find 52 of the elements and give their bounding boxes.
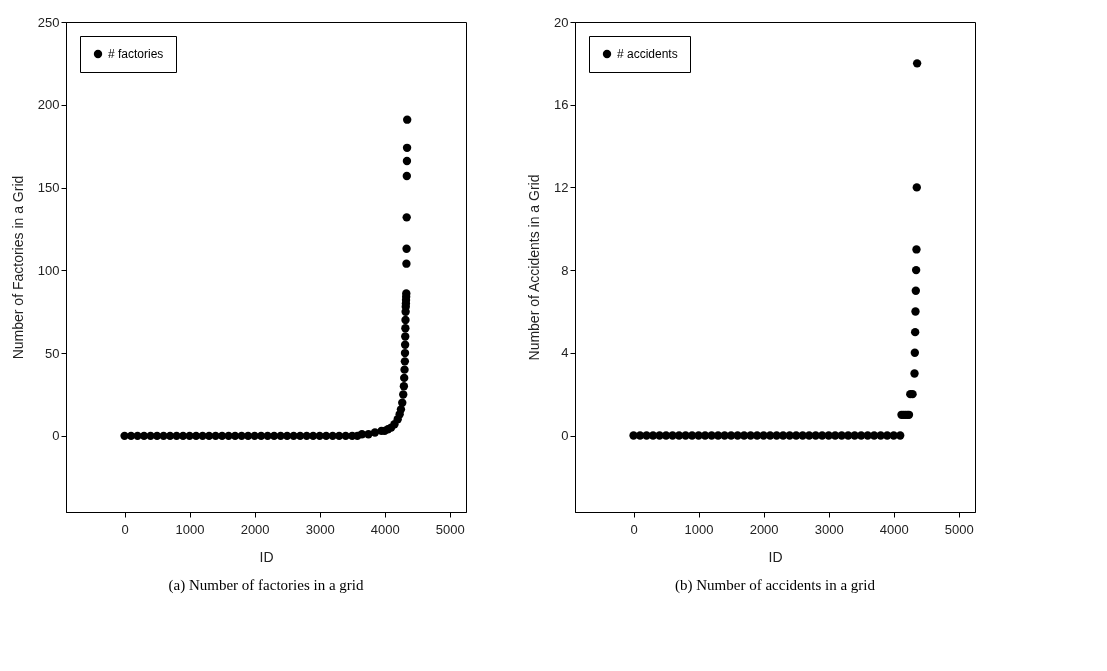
point [674,431,684,440]
y-tick-label: 20 [554,14,569,30]
y-tick-label: 50 [45,345,60,361]
point [739,431,749,440]
x-tick-label: 0 [121,521,129,537]
point [910,327,920,337]
point [911,307,920,316]
y-axis-title: Number of Factories in a Grid [9,175,26,360]
x-tick-label: 5000 [944,521,974,537]
x-tick-label: 2000 [749,521,779,537]
point [910,348,920,357]
point [661,431,671,440]
y-tick-label: 4 [561,345,569,361]
point [648,431,658,440]
x-tick-label: 3000 [814,521,844,537]
y-tick-label: 8 [561,262,569,278]
y-tick-label: 100 [37,262,60,278]
y-tick-label: 12 [554,179,569,195]
y-axis-title: Number of Accidents in a Grid [526,174,543,361]
y-tick-label: 150 [37,180,60,196]
point [912,183,921,192]
point [910,369,919,378]
x-axis-title: ID [259,548,274,565]
x-axis-title: ID [768,548,783,565]
x-tick-label: 1000 [175,521,205,537]
point [896,431,905,440]
point [752,431,762,440]
x-tick-label: 0 [630,521,638,537]
point [912,59,922,68]
point [687,431,697,440]
x-tick-label: 3000 [305,521,335,537]
y-tick-label: 250 [37,14,60,30]
x-tick-label: 4000 [879,521,909,537]
point [911,265,921,275]
y-tick-label: 0 [52,428,60,444]
x-tick-label: 2000 [240,521,270,537]
y-tick-label: 0 [561,428,569,443]
point [700,431,710,440]
text: (b) Number of accidents in a grid [675,577,876,594]
text: (a) Number of factories in a grid [168,577,364,594]
point [635,431,645,440]
y-tick-label: 16 [554,97,569,113]
x-tick-label: 4000 [370,521,400,537]
legend-label: # factories [108,47,164,61]
point [912,245,921,254]
y-tick-label: 200 [37,97,60,113]
x-tick-label: 1000 [684,521,714,537]
point [726,431,736,440]
point [713,431,723,440]
x-tick-label: 5000 [435,521,465,537]
legend-label: # accidents [617,47,678,61]
point [911,286,920,295]
